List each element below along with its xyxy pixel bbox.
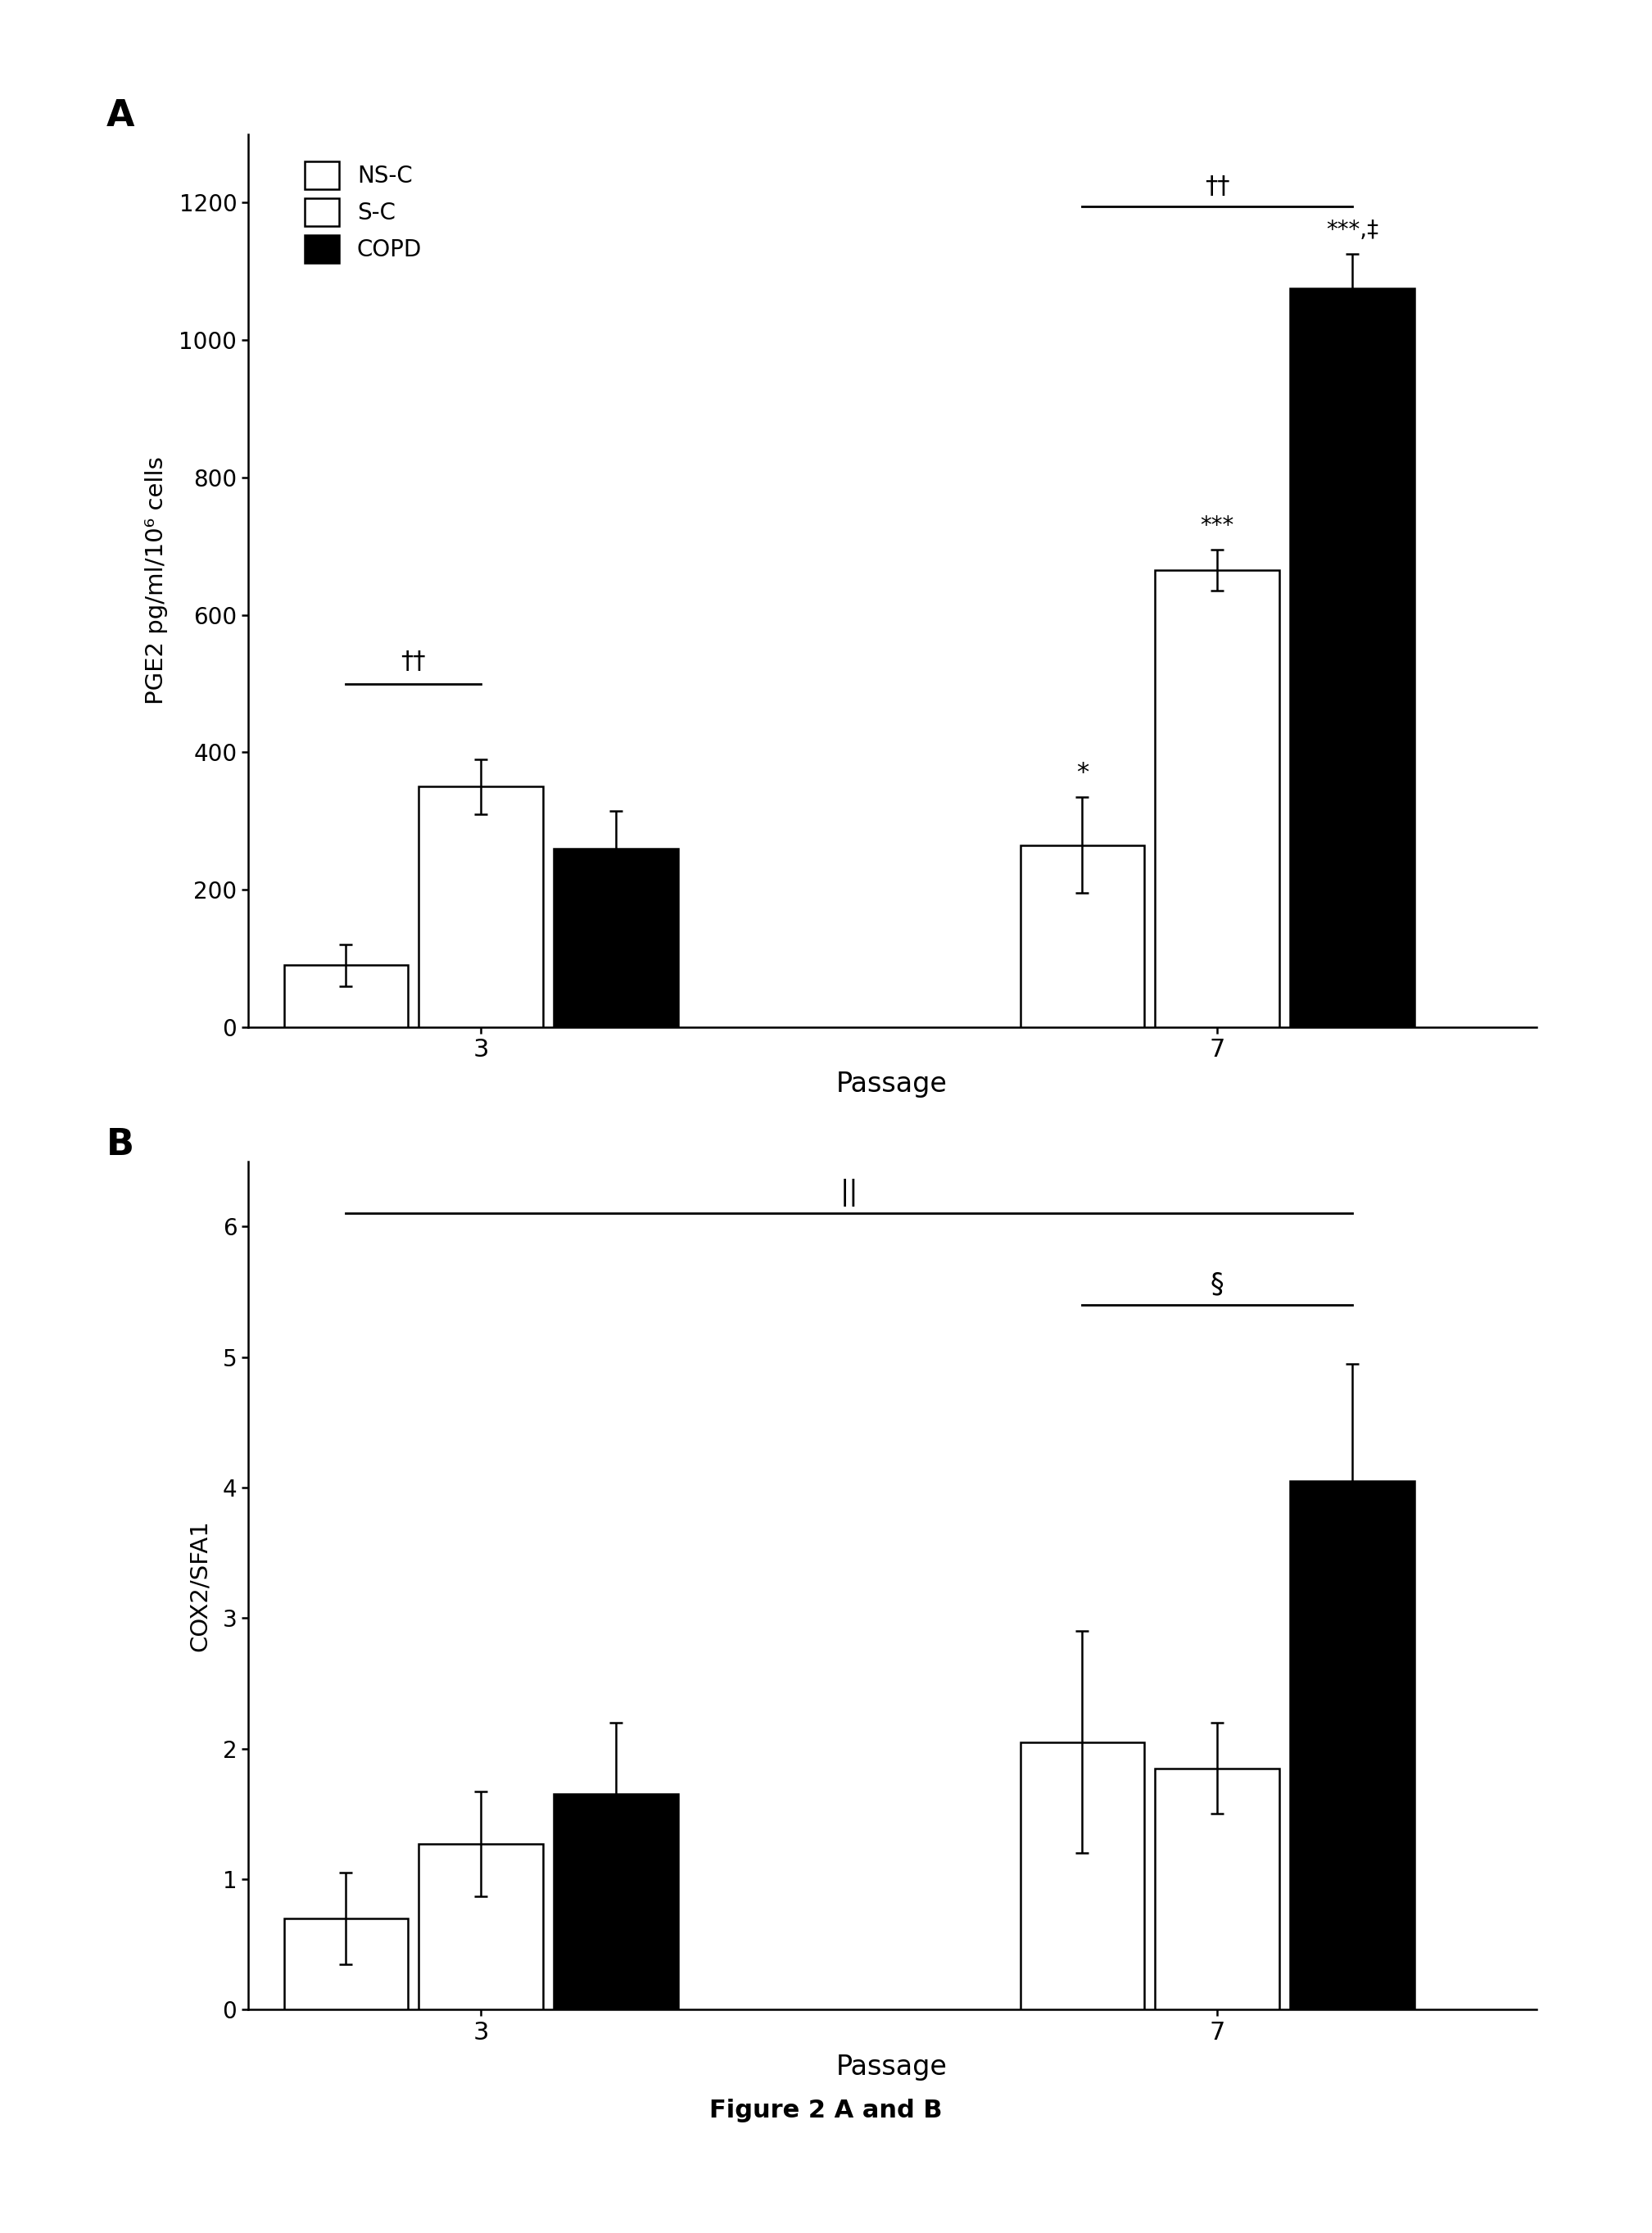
Bar	[284, 965, 408, 1027]
Text: §: §	[1211, 1271, 1224, 1297]
Bar	[553, 1795, 677, 2010]
Bar	[1290, 1480, 1414, 2010]
Legend: NS-C, S-C, COPD: NS-C, S-C, COPD	[297, 154, 430, 270]
Bar	[420, 1844, 544, 2010]
Bar	[553, 849, 677, 1027]
Text: B: B	[106, 1128, 134, 1163]
Text: Figure 2 A and B: Figure 2 A and B	[709, 2099, 943, 2121]
Y-axis label: COX2/SFA1: COX2/SFA1	[188, 1518, 211, 1652]
Text: ||: ||	[839, 1179, 859, 1206]
Y-axis label: PGE2 pg/ml/10⁶ cells: PGE2 pg/ml/10⁶ cells	[145, 456, 167, 706]
Text: ***,‡: ***,‡	[1327, 219, 1378, 241]
Text: A: A	[106, 98, 134, 134]
Text: ***: ***	[1201, 514, 1234, 538]
Bar	[1155, 569, 1279, 1027]
Text: *: *	[1075, 761, 1089, 784]
Text: ††: ††	[401, 650, 426, 674]
X-axis label: Passage: Passage	[836, 2054, 948, 2081]
Bar	[1290, 288, 1414, 1027]
X-axis label: Passage: Passage	[836, 1072, 948, 1099]
Bar	[1021, 844, 1145, 1027]
Bar	[1021, 1742, 1145, 2010]
Text: ††: ††	[1204, 174, 1229, 199]
Bar	[420, 786, 544, 1027]
Bar	[1155, 1769, 1279, 2010]
Bar	[284, 1918, 408, 2010]
